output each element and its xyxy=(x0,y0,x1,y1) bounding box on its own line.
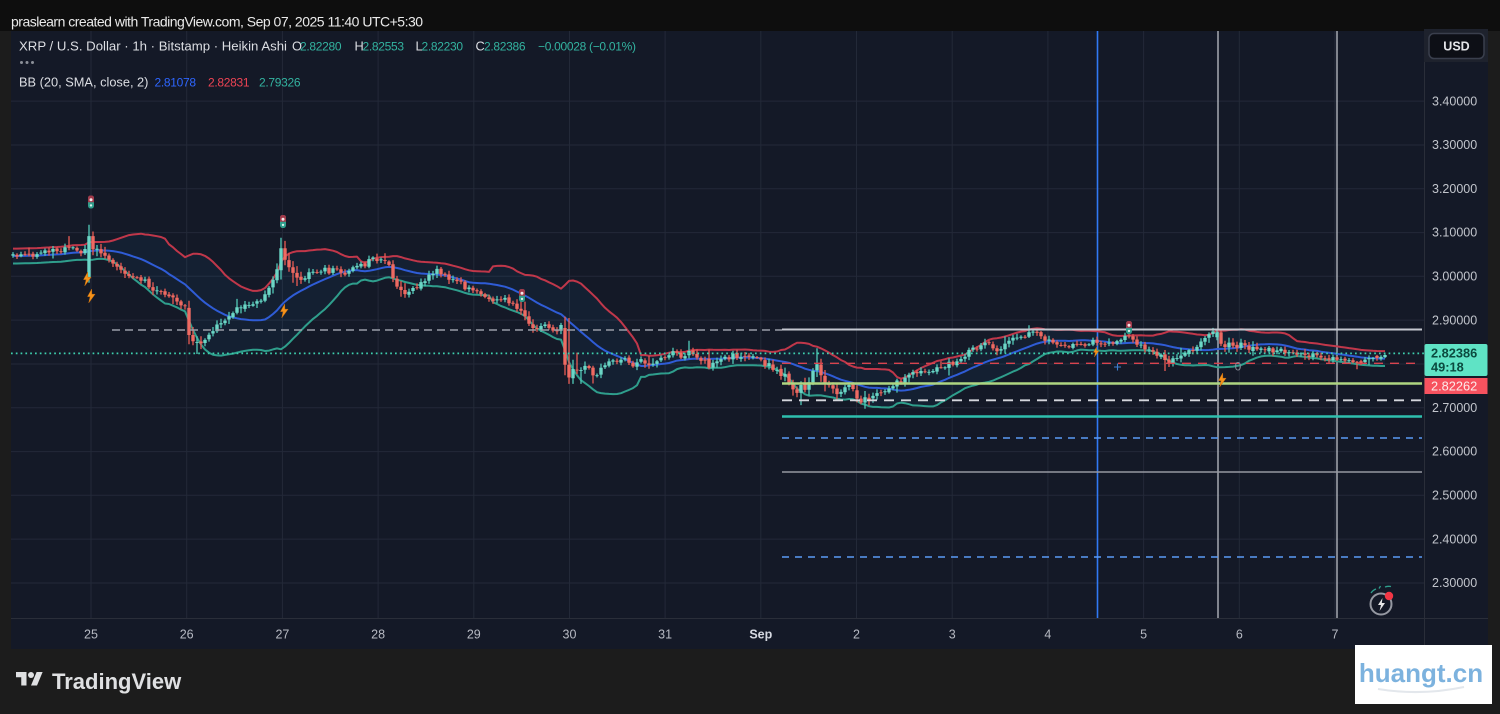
svg-text:O: O xyxy=(292,39,302,54)
svg-text:28: 28 xyxy=(371,628,385,642)
svg-text:3.20000: 3.20000 xyxy=(1432,182,1477,196)
svg-text:2.82280: 2.82280 xyxy=(300,40,342,54)
svg-text:2.60000: 2.60000 xyxy=(1432,445,1477,459)
svg-text:3.10000: 3.10000 xyxy=(1432,226,1477,240)
svg-text:BB (20, SMA, close, 2): BB (20, SMA, close, 2) xyxy=(19,75,148,90)
svg-text:TradingView: TradingView xyxy=(52,669,182,694)
svg-text:H: H xyxy=(355,39,364,54)
svg-text:2: 2 xyxy=(853,628,860,642)
svg-text:2.30000: 2.30000 xyxy=(1432,576,1477,590)
svg-text:0: 0 xyxy=(1235,360,1242,374)
svg-text:2.82386: 2.82386 xyxy=(1431,346,1477,361)
svg-text:3: 3 xyxy=(949,628,956,642)
svg-text:2.50000: 2.50000 xyxy=(1432,489,1477,503)
svg-text:26: 26 xyxy=(180,628,194,642)
svg-text:3.30000: 3.30000 xyxy=(1432,138,1477,152)
svg-text:XRP / U.S. Dollar · 1h · Bitst: XRP / U.S. Dollar · 1h · Bitstamp · Heik… xyxy=(19,39,287,54)
svg-text:2.82230: 2.82230 xyxy=(422,40,464,54)
svg-text:2.90000: 2.90000 xyxy=(1432,313,1477,327)
svg-text:3.00000: 3.00000 xyxy=(1432,270,1477,284)
svg-text:25: 25 xyxy=(84,628,98,642)
svg-text:2.79326: 2.79326 xyxy=(259,76,301,90)
svg-text:31: 31 xyxy=(658,628,672,642)
svg-text:2.70000: 2.70000 xyxy=(1432,401,1477,415)
svg-text:−0.00028 (−0.01%): −0.00028 (−0.01%) xyxy=(538,40,636,54)
svg-text:2.82262: 2.82262 xyxy=(1431,379,1477,394)
svg-text:3.40000: 3.40000 xyxy=(1432,94,1477,108)
svg-text:4: 4 xyxy=(1044,628,1051,642)
svg-text:2.40000: 2.40000 xyxy=(1432,532,1477,546)
svg-text:5: 5 xyxy=(1140,628,1147,642)
svg-text:C: C xyxy=(476,39,485,54)
svg-text:30: 30 xyxy=(563,628,577,642)
svg-text:Sep: Sep xyxy=(749,628,772,642)
svg-text:L: L xyxy=(416,39,423,54)
svg-text:27: 27 xyxy=(275,628,289,642)
svg-text:2.81078: 2.81078 xyxy=(155,76,197,90)
svg-text:6: 6 xyxy=(1236,628,1243,642)
svg-text:2.82553: 2.82553 xyxy=(363,40,405,54)
svg-text:USD: USD xyxy=(1443,40,1469,54)
svg-text:huangt.cn: huangt.cn xyxy=(1359,658,1483,688)
svg-text:49:18: 49:18 xyxy=(1431,360,1464,375)
svg-text:29: 29 xyxy=(467,628,481,642)
svg-text:7: 7 xyxy=(1332,628,1339,642)
svg-text:praslearn created with Trading: praslearn created with TradingView.com, … xyxy=(11,14,423,30)
svg-text:2.82386: 2.82386 xyxy=(484,40,526,54)
svg-text:2.82831: 2.82831 xyxy=(208,76,250,90)
